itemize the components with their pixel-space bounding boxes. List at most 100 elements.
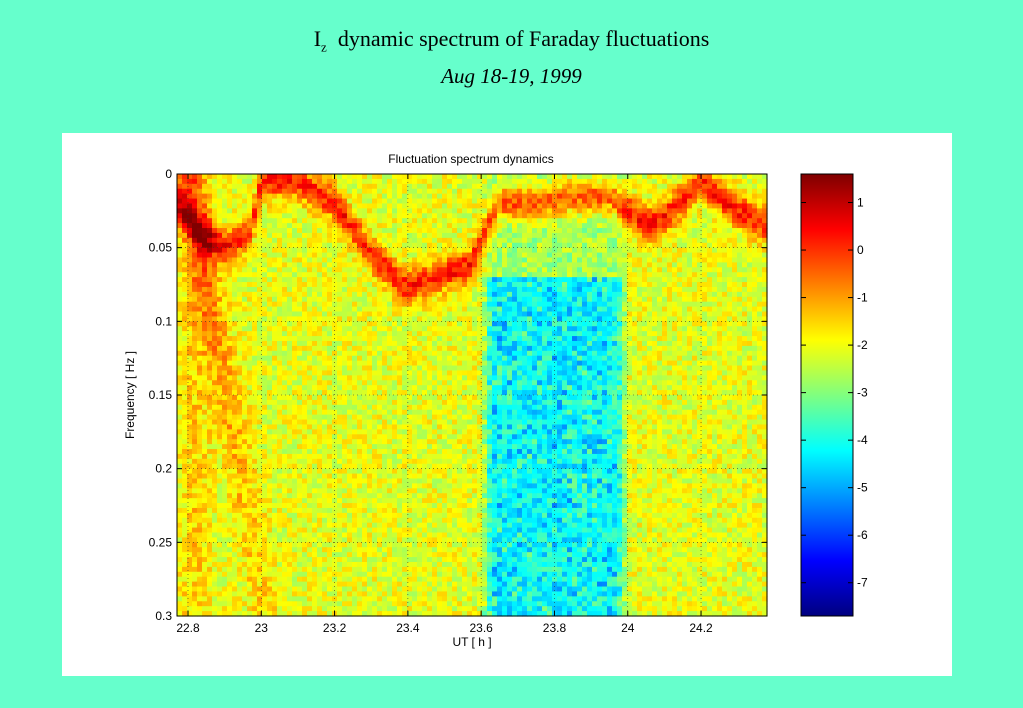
heatmap-cell (282, 399, 288, 406)
heatmap-cell (202, 478, 208, 484)
heatmap-cell (247, 434, 253, 440)
heatmap-cell (412, 527, 418, 534)
heatmap-cell (337, 183, 343, 190)
heatmap-cell (247, 512, 253, 519)
heatmap-cell (292, 517, 298, 524)
heatmap-cell (422, 365, 428, 372)
heatmap-cell (337, 365, 343, 372)
heatmap-cell (257, 316, 263, 322)
heatmap-cell (332, 365, 338, 372)
heatmap-cell (397, 272, 403, 278)
heatmap-cell (207, 350, 213, 357)
heatmap-cell (292, 183, 298, 190)
heatmap-cell (412, 228, 418, 234)
heatmap-cell (352, 183, 358, 190)
heatmap-cell (192, 375, 198, 381)
heatmap-cell (382, 193, 388, 200)
heatmap-cell (327, 291, 333, 298)
heatmap-cell (447, 301, 453, 308)
heatmap-cell (197, 390, 203, 396)
heatmap-cell (222, 473, 228, 480)
heatmap-cell (272, 350, 278, 357)
heatmap-cell (337, 571, 343, 578)
heatmap-cell (422, 434, 428, 440)
heatmap-cell (397, 419, 403, 426)
heatmap-cell (382, 198, 388, 205)
heatmap-cell (287, 596, 293, 602)
heatmap-cell (257, 537, 263, 543)
heatmap-cell (272, 566, 278, 573)
heatmap-cell (197, 458, 203, 465)
heatmap-cell (377, 218, 383, 224)
heatmap-cell (382, 395, 388, 401)
heatmap-cell (357, 277, 363, 283)
heatmap-cell (207, 424, 213, 430)
heatmap-cell (257, 380, 263, 386)
heatmap-cell (347, 350, 353, 357)
heatmap-cell (307, 542, 313, 548)
heatmap-cell (422, 404, 428, 411)
heatmap-cell (372, 380, 378, 386)
heatmap-cell (437, 331, 443, 337)
heatmap-cell (307, 311, 313, 318)
heatmap-cell (302, 478, 308, 484)
heatmap-cell (322, 453, 328, 460)
heatmap-cell (382, 267, 388, 273)
heatmap-cell (242, 345, 248, 352)
heatmap-cell (347, 375, 353, 381)
heatmap-cell (227, 527, 233, 534)
heatmap-cell (347, 547, 353, 553)
heatmap-cell (342, 321, 348, 327)
heatmap-cell (342, 542, 348, 548)
heatmap-cell (432, 350, 438, 357)
heatmap-cell (317, 542, 323, 548)
heatmap-cell (202, 473, 208, 480)
heatmap-cell (252, 355, 258, 362)
heatmap-cell (177, 178, 183, 185)
heatmap-cell (362, 458, 368, 465)
heatmap-cell (242, 463, 248, 470)
heatmap-cell (197, 424, 203, 430)
heatmap-cell (452, 252, 458, 259)
heatmap-cell (232, 365, 238, 372)
heatmap-cell (407, 291, 413, 298)
heatmap-cell (247, 375, 253, 381)
heatmap-cell (277, 321, 283, 327)
heatmap-cell (357, 557, 363, 563)
heatmap-cell (352, 262, 358, 268)
heatmap-cell (257, 208, 263, 214)
heatmap-cell (302, 380, 308, 386)
heatmap-cell (367, 493, 373, 499)
heatmap-cell (447, 429, 453, 435)
heatmap-cell (302, 232, 308, 239)
heatmap-cell (437, 409, 443, 416)
heatmap-cell (417, 601, 423, 607)
heatmap-cell (257, 223, 263, 229)
heatmap-cell (357, 262, 363, 268)
heatmap-cell (382, 262, 388, 268)
heatmap-cell (217, 493, 223, 499)
heatmap-cell (247, 232, 253, 239)
heatmap-cell (242, 468, 248, 475)
heatmap-cell (447, 611, 453, 617)
heatmap-cell (257, 370, 263, 376)
heatmap-cell (282, 267, 288, 273)
heatmap-cell (302, 286, 308, 293)
heatmap-cell (437, 390, 443, 396)
heatmap-cell (417, 478, 423, 484)
heatmap-cell (267, 542, 273, 548)
heatmap-cell (297, 350, 303, 357)
heatmap-cell (267, 326, 273, 332)
heatmap-cell (247, 193, 253, 200)
heatmap-cell (207, 183, 213, 190)
heatmap-cell (327, 591, 333, 597)
heatmap-cell (317, 458, 323, 465)
heatmap-cell (417, 527, 423, 534)
heatmap-cell (442, 404, 448, 411)
heatmap-cell (377, 409, 383, 416)
heatmap-cell (202, 527, 208, 534)
heatmap-cell (187, 257, 193, 263)
heatmap-cell (177, 586, 183, 593)
heatmap-cell (412, 414, 418, 421)
heatmap-cell (382, 326, 388, 332)
